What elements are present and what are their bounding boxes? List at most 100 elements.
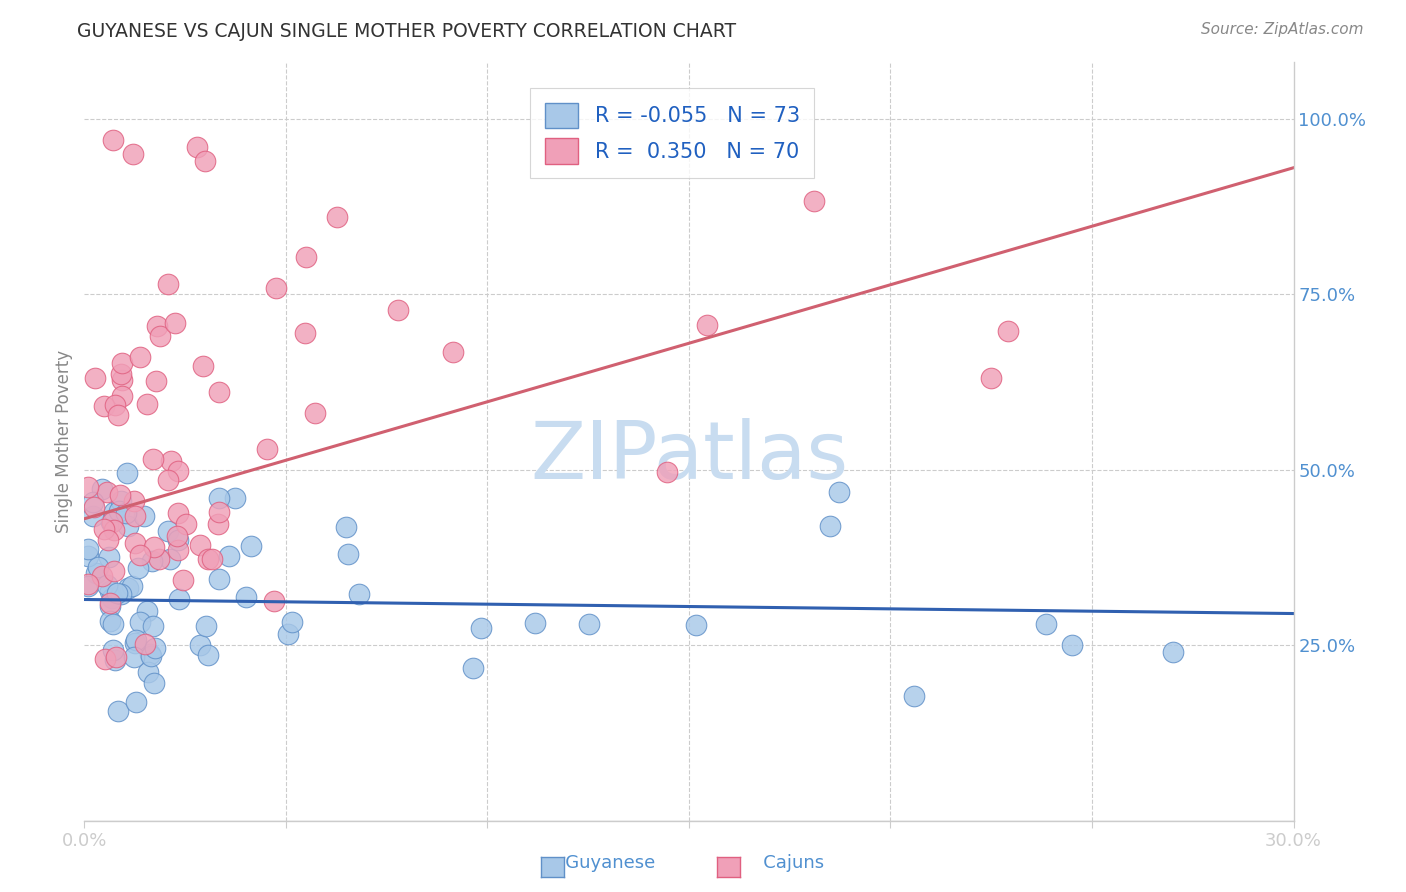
Point: [124, 536, 146, 550]
Point: [304, 406, 326, 420]
Point: [110, 494, 132, 508]
Point: [82, 495, 104, 509]
Point: [166, 529, 188, 543]
Point: [263, 594, 285, 608]
Point: [77, 577, 100, 591]
Point: [77, 549, 100, 564]
Point: [98, 549, 121, 564]
Point: [129, 615, 152, 629]
Point: [166, 543, 188, 558]
Point: [207, 516, 229, 531]
Point: [336, 547, 359, 561]
Point: [157, 473, 180, 487]
Point: [277, 627, 299, 641]
Text: Guyanese: Guyanese: [526, 855, 655, 872]
Point: [828, 485, 851, 500]
Point: [90, 569, 112, 583]
Point: [110, 367, 132, 381]
Text: Cajuns: Cajuns: [723, 855, 824, 872]
Point: [77, 579, 100, 593]
Point: [441, 344, 464, 359]
Point: [128, 548, 150, 562]
Point: [110, 587, 132, 601]
Point: [121, 146, 143, 161]
Point: [1161, 645, 1184, 659]
Point: [145, 374, 167, 388]
Point: [149, 328, 172, 343]
Point: [208, 505, 231, 519]
Point: [100, 515, 122, 529]
Point: [207, 572, 229, 586]
Point: [84, 371, 107, 385]
Point: [125, 695, 148, 709]
Point: [208, 491, 231, 505]
Point: [111, 373, 134, 387]
Point: [107, 504, 129, 518]
Point: [101, 617, 124, 632]
Point: [197, 648, 219, 663]
Point: [105, 586, 128, 600]
Point: [186, 139, 208, 153]
Point: [98, 614, 121, 628]
Point: [110, 488, 132, 502]
Point: [160, 453, 183, 467]
Point: [96, 578, 118, 592]
Point: [103, 565, 125, 579]
Point: [83, 500, 105, 514]
Point: [128, 351, 150, 365]
Point: [94, 651, 117, 665]
Point: [167, 507, 190, 521]
Point: [980, 371, 1002, 385]
Point: [143, 641, 166, 656]
Point: [239, 540, 262, 554]
Point: [124, 509, 146, 524]
Text: Source: ZipAtlas.com: Source: ZipAtlas.com: [1201, 22, 1364, 37]
Point: [117, 581, 139, 595]
Point: [98, 599, 121, 613]
Point: [105, 649, 128, 664]
Point: [142, 619, 165, 633]
Point: [77, 480, 100, 494]
Point: [122, 650, 145, 665]
Point: [146, 318, 169, 333]
Point: [256, 442, 278, 456]
Point: [463, 661, 485, 675]
Point: [122, 494, 145, 508]
Point: [347, 587, 370, 601]
Point: [294, 326, 316, 341]
Point: [134, 636, 156, 650]
Text: GUYANESE VS CAJUN SINGLE MOTHER POVERTY CORRELATION CHART: GUYANESE VS CAJUN SINGLE MOTHER POVERTY …: [77, 22, 737, 41]
Point: [218, 549, 240, 563]
Point: [803, 194, 825, 208]
Point: [174, 517, 197, 532]
Point: [387, 302, 409, 317]
Point: [101, 591, 124, 605]
Point: [264, 281, 287, 295]
Point: [101, 643, 124, 657]
Point: [163, 316, 186, 330]
Point: [142, 541, 165, 555]
Point: [167, 533, 190, 548]
Point: [235, 590, 257, 604]
Text: ZIPatlas: ZIPatlas: [530, 417, 848, 496]
Point: [224, 491, 246, 505]
Point: [136, 604, 159, 618]
Point: [172, 573, 194, 587]
Point: [135, 397, 157, 411]
Point: [115, 466, 138, 480]
Point: [111, 389, 134, 403]
Point: [136, 665, 159, 679]
Point: [655, 465, 678, 479]
Point: [124, 636, 146, 650]
Point: [103, 523, 125, 537]
Point: [100, 584, 122, 599]
Point: [77, 542, 100, 557]
Point: [104, 398, 127, 412]
Point: [127, 561, 149, 575]
Point: [335, 520, 357, 534]
Point: [142, 676, 165, 690]
Point: [87, 560, 110, 574]
Point: [194, 619, 217, 633]
Point: [97, 533, 120, 547]
Point: [134, 509, 156, 524]
